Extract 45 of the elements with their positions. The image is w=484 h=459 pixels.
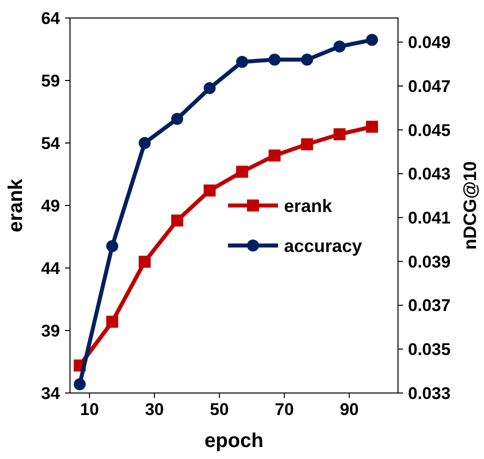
- y2-tick-label: 0.041: [408, 208, 451, 228]
- y2-tick-label: 0.033: [408, 384, 451, 403]
- x-tick-label: 10: [80, 400, 99, 419]
- point: [171, 214, 184, 226]
- y2-tick-label: 0.037: [408, 296, 451, 316]
- y-tick-label: 64: [41, 8, 61, 28]
- x-tick-label: 30: [144, 400, 164, 419]
- point: [236, 56, 248, 68]
- y2-axis-title: nDCG@10: [460, 161, 480, 250]
- y2-tick-label: 0.047: [408, 76, 451, 96]
- y2-tick-label: 0.049: [408, 33, 451, 52]
- point: [171, 112, 184, 125]
- y-axis-title: erank: [5, 178, 27, 232]
- y-tick-label: 59: [41, 71, 60, 90]
- point: [204, 184, 216, 196]
- y-tick-label: 44: [41, 258, 61, 278]
- y2-tick-label: 0.043: [408, 164, 451, 184]
- y-tick-label: 34: [41, 384, 61, 403]
- point: [301, 138, 314, 150]
- point: [334, 40, 346, 53]
- point: [366, 120, 378, 133]
- point: [204, 82, 216, 94]
- y-tick-label: 54: [41, 134, 61, 153]
- point: [138, 137, 151, 149]
- legend-label: erank: [284, 196, 334, 216]
- y2-tick-label: 0.045: [408, 120, 451, 140]
- y-tick-label: 49: [41, 196, 60, 216]
- y2-tick-label: 0.039: [408, 252, 451, 272]
- x-tick-label: 90: [340, 400, 359, 419]
- x-tick-label: 70: [274, 400, 294, 419]
- point: [236, 166, 248, 178]
- point: [138, 256, 151, 268]
- y-tick-label: 39: [41, 321, 60, 340]
- point: [334, 128, 346, 140]
- x-axis-title: epoch: [204, 430, 264, 452]
- point: [106, 316, 118, 328]
- point: [106, 240, 118, 252]
- point: [74, 378, 86, 390]
- legend-label: accuracy: [284, 236, 362, 256]
- point: [268, 150, 281, 162]
- point: [366, 34, 378, 46]
- y2-tick-label: 0.035: [408, 340, 451, 360]
- point: [268, 54, 281, 66]
- x-tick-label: 50: [210, 400, 229, 419]
- point: [301, 54, 314, 66]
